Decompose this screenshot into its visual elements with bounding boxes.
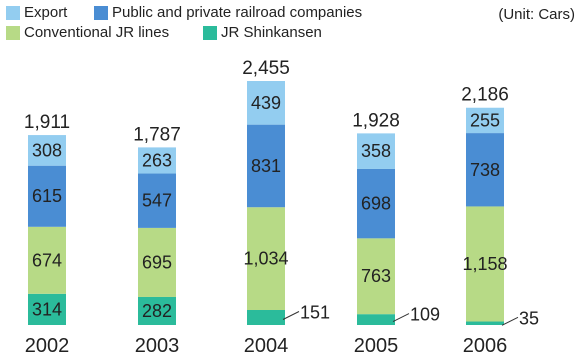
bar-label-public-2003: 547	[142, 191, 172, 211]
bar-label-shinkansen-2002: 314	[32, 299, 62, 319]
legend-label-conventional: Conventional JR lines	[24, 24, 170, 41]
legend-swatch-shinkansen	[203, 25, 217, 40]
bar-segment-public-2003	[138, 173, 176, 228]
legend-swatch-conventional	[6, 25, 20, 40]
bar-segment-shinkansen-2003	[138, 296, 176, 325]
x-tick-label-2002: 2002	[25, 335, 70, 356]
bar-label-public-2002: 615	[32, 186, 62, 206]
bar-total-2006: 2,186	[461, 85, 509, 106]
bar-total-2005: 1,928	[352, 110, 400, 131]
bar-label-conventional-2002: 674	[32, 250, 62, 270]
bar-label-conventional-2005: 763	[361, 266, 391, 286]
legend-swatch-export	[6, 5, 20, 20]
bar-segment-conventional-2002	[28, 226, 66, 294]
legend-label-export: Export	[24, 4, 68, 21]
bar-total-2003: 1,787	[133, 124, 181, 145]
bar-label-shinkansen-2004: 151	[300, 302, 330, 322]
leader-line-shinkansen-2005	[392, 313, 410, 323]
bar-segment-public-2005	[357, 168, 395, 239]
bar-segment-public-2004	[247, 124, 285, 208]
bar-total-2002: 1,911	[24, 112, 70, 133]
bar-label-shinkansen-2005: 109	[410, 305, 440, 325]
x-tick-label-2003: 2003	[135, 335, 180, 356]
bar-segment-export-2005	[357, 133, 395, 169]
bar-segment-export-2006	[466, 107, 504, 134]
legend-item-shinkansen: JR Shinkansen	[203, 24, 322, 41]
legend-swatch-public	[94, 5, 108, 20]
bar-segment-shinkansen-2004	[247, 309, 285, 325]
bar-label-conventional-2003: 695	[142, 252, 172, 272]
bar-label-export-2004: 439	[251, 93, 281, 113]
legend-label-shinkansen: JR Shinkansen	[221, 24, 322, 41]
bar-label-public-2004: 831	[251, 156, 281, 176]
bar-total-2004: 2,455	[242, 58, 290, 79]
x-tick-label-2005: 2005	[354, 335, 399, 356]
bar-segment-shinkansen-2002	[28, 293, 66, 325]
bar-segment-export-2003	[138, 147, 176, 174]
bar-label-shinkansen-2003: 282	[142, 301, 172, 321]
bar-label-export-2002: 308	[32, 140, 62, 160]
bar-segment-shinkansen-2006	[466, 321, 504, 325]
unit-label: (Unit: Cars)	[498, 6, 575, 23]
leader-line-shinkansen-2004	[282, 311, 300, 320]
bar-segment-conventional-2006	[466, 206, 504, 322]
x-tick-label-2006: 2006	[463, 335, 508, 356]
bar-label-public-2006: 738	[470, 160, 500, 180]
bar-segment-shinkansen-2005	[357, 314, 395, 325]
legend-item-public: Public and private railroad companies	[94, 4, 362, 21]
bar-segment-export-2004	[247, 81, 285, 125]
bar-label-conventional-2006: 1,158	[462, 254, 507, 274]
bar-label-shinkansen-2006: 35	[519, 308, 539, 328]
bar-segment-public-2006	[466, 133, 504, 207]
bar-label-public-2005: 698	[361, 194, 391, 214]
bar-segment-conventional-2005	[357, 238, 395, 315]
chart-legend: Export Public and private railroad compa…	[6, 4, 581, 44]
leader-line-shinkansen-2006	[501, 316, 519, 326]
bar-label-conventional-2004: 1,034	[243, 249, 288, 269]
legend-label-public: Public and private railroad companies	[112, 4, 363, 21]
bar-label-export-2003: 263	[142, 150, 172, 170]
bar-segment-export-2002	[28, 135, 66, 166]
bar-segment-conventional-2003	[138, 227, 176, 297]
legend-item-export: Export	[6, 4, 67, 21]
bar-label-export-2006: 255	[470, 110, 500, 130]
legend-item-conventional: Conventional JR lines	[6, 24, 169, 41]
bar-segment-conventional-2004	[247, 207, 285, 310]
x-tick-label-2004: 2004	[244, 335, 289, 356]
bar-segment-public-2002	[28, 165, 66, 227]
bar-label-export-2005: 358	[361, 141, 391, 161]
